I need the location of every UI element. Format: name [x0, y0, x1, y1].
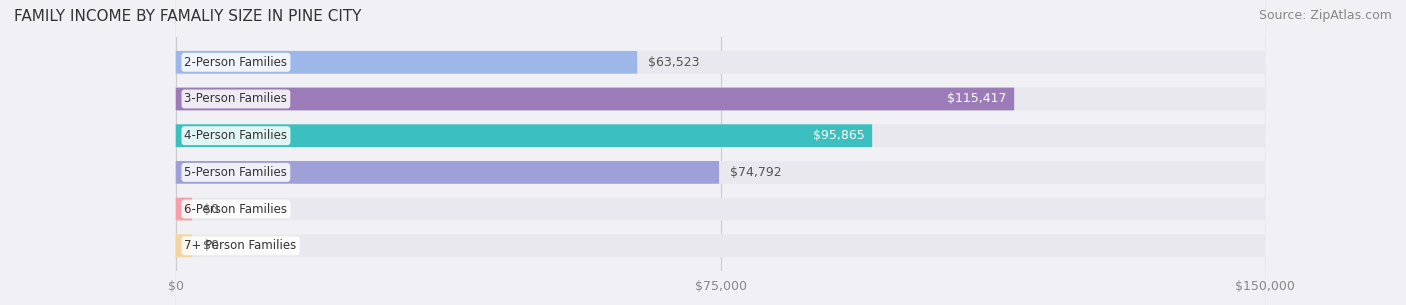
Text: $95,865: $95,865	[813, 129, 865, 142]
Text: 4-Person Families: 4-Person Families	[184, 129, 287, 142]
FancyBboxPatch shape	[176, 0, 1265, 305]
Text: $74,792: $74,792	[730, 166, 782, 179]
Text: 6-Person Families: 6-Person Families	[184, 203, 287, 216]
FancyBboxPatch shape	[176, 0, 1265, 305]
Text: Source: ZipAtlas.com: Source: ZipAtlas.com	[1258, 9, 1392, 22]
FancyBboxPatch shape	[176, 0, 1265, 305]
Text: 2-Person Families: 2-Person Families	[184, 56, 287, 69]
FancyBboxPatch shape	[176, 0, 1265, 305]
FancyBboxPatch shape	[176, 161, 718, 184]
FancyBboxPatch shape	[176, 0, 1265, 305]
FancyBboxPatch shape	[176, 198, 193, 221]
Text: $63,523: $63,523	[648, 56, 700, 69]
FancyBboxPatch shape	[176, 124, 872, 147]
FancyBboxPatch shape	[176, 88, 1014, 110]
Text: 3-Person Families: 3-Person Families	[184, 92, 287, 106]
Text: 5-Person Families: 5-Person Families	[184, 166, 287, 179]
Text: $0: $0	[202, 203, 219, 216]
Text: 7+ Person Families: 7+ Person Families	[184, 239, 297, 252]
FancyBboxPatch shape	[176, 234, 193, 257]
FancyBboxPatch shape	[176, 0, 1265, 305]
Text: $0: $0	[202, 239, 219, 252]
Text: FAMILY INCOME BY FAMALIY SIZE IN PINE CITY: FAMILY INCOME BY FAMALIY SIZE IN PINE CI…	[14, 9, 361, 24]
Text: $115,417: $115,417	[948, 92, 1007, 106]
FancyBboxPatch shape	[176, 51, 637, 74]
